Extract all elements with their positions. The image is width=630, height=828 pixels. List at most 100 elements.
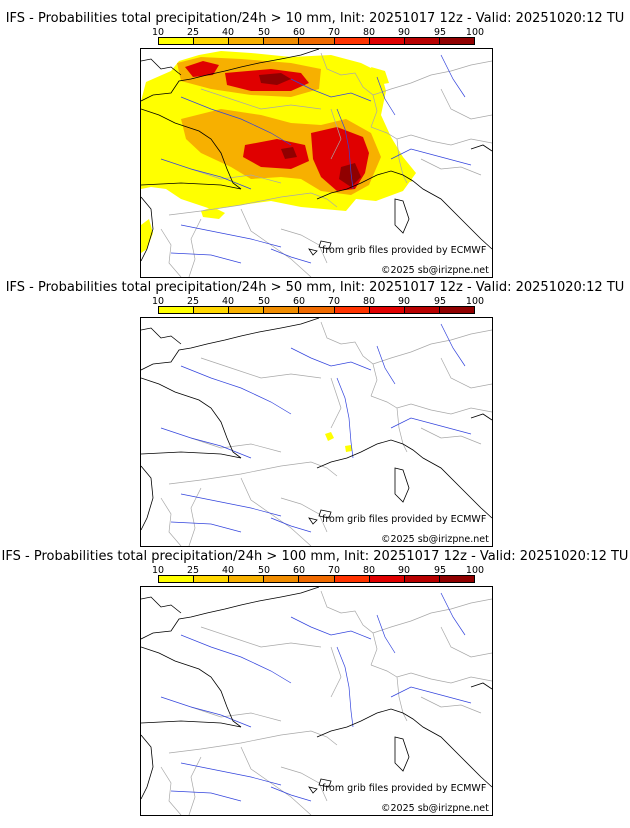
scale-label: 90 bbox=[397, 565, 411, 576]
scale-label: 50 bbox=[257, 27, 271, 38]
precip-layer bbox=[325, 432, 352, 452]
scale-label: 100 bbox=[465, 565, 485, 576]
map-canvas bbox=[141, 318, 492, 546]
precip-area bbox=[259, 73, 291, 85]
base-map bbox=[141, 49, 492, 277]
panel-title: IFS - Probabilities total precipitation/… bbox=[5, 11, 625, 26]
copyright: ©2025 sb@irizpne.net bbox=[381, 265, 489, 276]
precipitation-map: from grib files provided by ECMWF ©2025 … bbox=[140, 48, 493, 278]
scale-label: 10 bbox=[151, 27, 165, 38]
scale-swatch bbox=[264, 38, 300, 44]
scale-label: 50 bbox=[257, 565, 271, 576]
precipitation-map: from grib files provided by ECMWF ©2025 … bbox=[140, 317, 493, 547]
scale-swatch bbox=[229, 307, 265, 313]
scale-swatch bbox=[194, 576, 230, 582]
scale-swatch bbox=[439, 307, 474, 313]
precip-area bbox=[393, 171, 413, 185]
scale-label: 40 bbox=[221, 565, 235, 576]
scale-swatch bbox=[159, 307, 195, 313]
scale-swatch bbox=[159, 576, 195, 582]
scale-label: 60 bbox=[292, 565, 306, 576]
scale-swatch bbox=[439, 38, 474, 44]
precip-area bbox=[201, 207, 225, 219]
scale-swatch bbox=[229, 576, 265, 582]
precip-area bbox=[325, 432, 334, 441]
country-borders bbox=[160, 590, 492, 815]
precip-area bbox=[345, 445, 352, 452]
base-map bbox=[141, 587, 492, 815]
scale-swatch bbox=[159, 38, 195, 44]
base-map bbox=[141, 318, 492, 546]
scale-label: 10 bbox=[151, 296, 165, 307]
panel-title: IFS - Probabilities total precipitation/… bbox=[5, 280, 625, 295]
probability-color-scale: 10 25 40 50 60 70 80 90 95 100 bbox=[152, 565, 484, 587]
precip-area bbox=[185, 61, 219, 77]
scale-swatch bbox=[439, 576, 474, 582]
scale-swatch bbox=[369, 576, 405, 582]
scale-label: 100 bbox=[465, 27, 485, 38]
scale-label: 95 bbox=[433, 565, 447, 576]
precip-area bbox=[281, 147, 297, 159]
data-credit: from grib files provided by ECMWF bbox=[322, 783, 487, 794]
copyright: ©2025 sb@irizpne.net bbox=[381, 803, 489, 814]
map-canvas bbox=[141, 49, 492, 277]
data-credit: from grib files provided by ECMWF bbox=[322, 245, 487, 256]
scale-swatch bbox=[264, 307, 300, 313]
precip-area bbox=[233, 187, 249, 197]
scale-bar bbox=[158, 575, 475, 583]
scale-label: 100 bbox=[465, 296, 485, 307]
scale-label: 90 bbox=[397, 27, 411, 38]
rivers bbox=[160, 323, 472, 533]
scale-swatch bbox=[229, 38, 265, 44]
copyright: ©2025 sb@irizpne.net bbox=[381, 534, 489, 545]
precip-area bbox=[371, 67, 389, 85]
precip-area bbox=[141, 219, 153, 253]
scale-label: 95 bbox=[433, 296, 447, 307]
scale-swatch bbox=[264, 576, 300, 582]
scale-label: 70 bbox=[327, 296, 341, 307]
scale-swatch bbox=[299, 576, 335, 582]
scale-label: 80 bbox=[362, 565, 376, 576]
rivers bbox=[160, 54, 472, 264]
scale-swatch bbox=[194, 307, 230, 313]
scale-label: 25 bbox=[186, 27, 200, 38]
scale-label: 95 bbox=[433, 27, 447, 38]
scale-bar bbox=[158, 37, 475, 45]
precipitation-map: from grib files provided by ECMWF ©2025 … bbox=[140, 586, 493, 816]
precip-layer bbox=[141, 51, 416, 253]
scale-label: 80 bbox=[362, 27, 376, 38]
map-panel-50mm: IFS - Probabilities total precipitation/… bbox=[0, 269, 630, 547]
probability-color-scale: 10 25 40 50 60 70 80 90 95 100 bbox=[152, 296, 484, 318]
scale-label: 25 bbox=[186, 296, 200, 307]
map-canvas bbox=[141, 587, 492, 815]
scale-label: 60 bbox=[292, 27, 306, 38]
map-panel-10mm: IFS - Probabilities total precipitation/… bbox=[0, 0, 630, 278]
coastlines bbox=[141, 318, 492, 531]
scale-swatch bbox=[299, 307, 335, 313]
coastlines bbox=[141, 587, 492, 800]
scale-swatch bbox=[404, 576, 440, 582]
scale-swatch bbox=[369, 38, 405, 44]
scale-swatch bbox=[404, 307, 440, 313]
map-panel-100mm: IFS - Probabilities total precipitation/… bbox=[0, 538, 630, 816]
scale-swatch bbox=[194, 38, 230, 44]
probability-color-scale: 10 25 40 50 60 70 80 90 95 100 bbox=[152, 27, 484, 49]
rivers bbox=[160, 592, 472, 802]
scale-label: 90 bbox=[397, 296, 411, 307]
coastlines bbox=[141, 49, 492, 262]
data-credit: from grib files provided by ECMWF bbox=[322, 514, 487, 525]
scale-bar bbox=[158, 306, 475, 314]
precip-area bbox=[243, 139, 309, 169]
scale-label: 40 bbox=[221, 296, 235, 307]
scale-label: 25 bbox=[186, 565, 200, 576]
country-borders bbox=[160, 321, 492, 546]
scale-swatch bbox=[334, 576, 370, 582]
scale-label: 80 bbox=[362, 296, 376, 307]
scale-swatch bbox=[369, 307, 405, 313]
scale-swatch bbox=[334, 38, 370, 44]
panel-title: IFS - Probabilities total precipitation/… bbox=[1, 549, 629, 564]
scale-label: 70 bbox=[327, 565, 341, 576]
scale-swatch bbox=[404, 38, 440, 44]
scale-label: 50 bbox=[257, 296, 271, 307]
scale-label: 60 bbox=[292, 296, 306, 307]
